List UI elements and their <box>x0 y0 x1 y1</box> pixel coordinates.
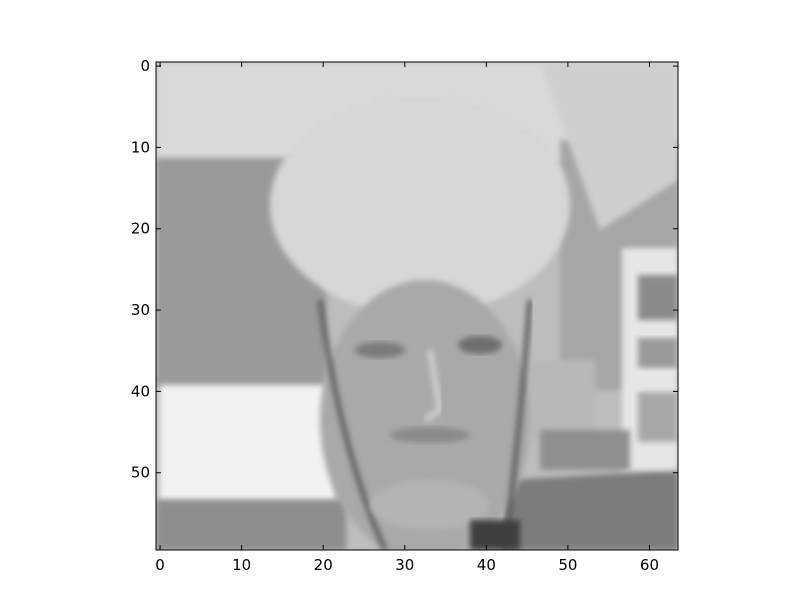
y-tick-label: 50 <box>131 464 150 482</box>
y-axis: 0 10 20 30 40 50 <box>131 57 678 482</box>
y-tick-label: 20 <box>131 220 150 238</box>
x-tick-label: 50 <box>558 556 577 574</box>
x-tick-label: 10 <box>232 556 251 574</box>
x-axis: 0 10 20 30 40 50 60 <box>155 62 659 574</box>
y-tick-label: 30 <box>131 301 150 319</box>
x-tick-label: 0 <box>155 556 165 574</box>
axes-frame <box>155 61 679 551</box>
y-tick-label: 10 <box>131 138 150 156</box>
heatmap-image <box>156 62 678 550</box>
x-tick-label: 30 <box>395 556 414 574</box>
x-tick-label: 40 <box>477 556 496 574</box>
y-tick-label: 0 <box>140 57 150 75</box>
x-tick-label: 60 <box>640 556 659 574</box>
x-tick-label: 20 <box>314 556 333 574</box>
y-tick-label: 40 <box>131 382 150 400</box>
